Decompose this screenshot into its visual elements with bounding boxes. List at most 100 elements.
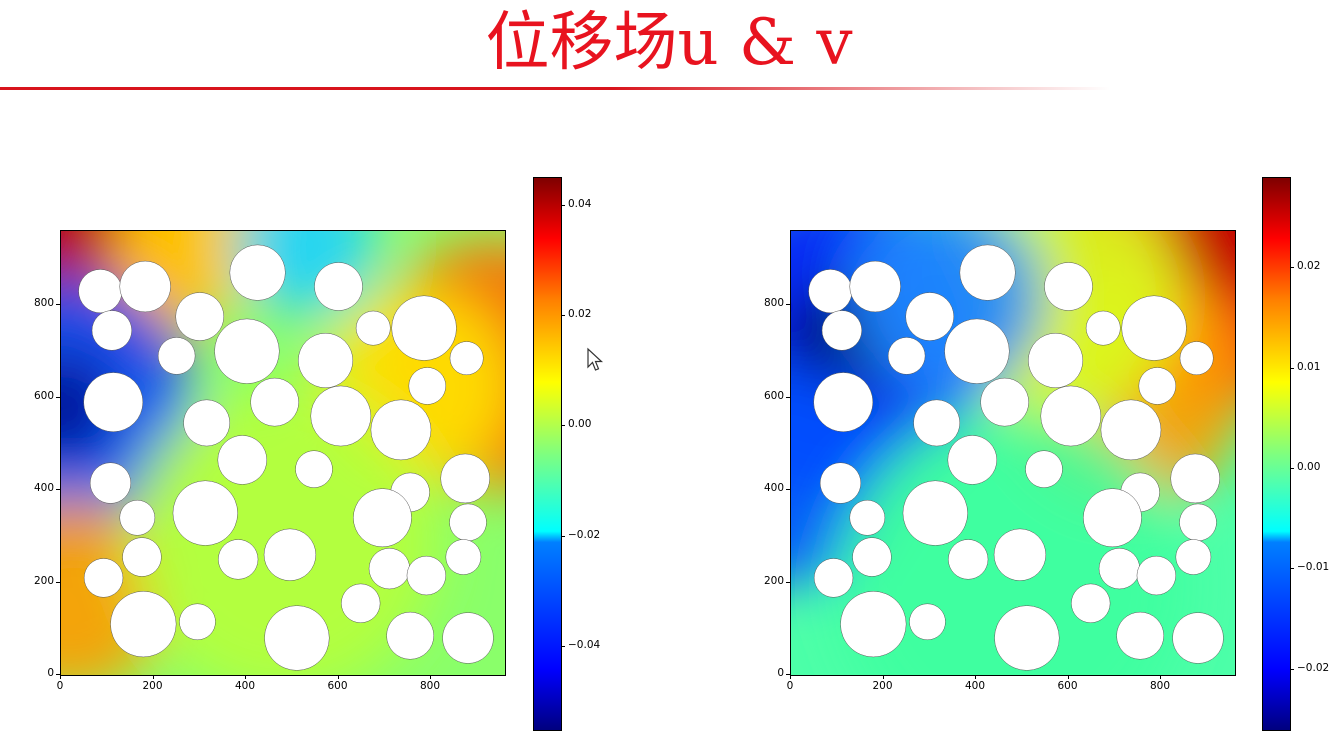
y-tick-label: 0 bbox=[777, 667, 784, 679]
y-tick-mark bbox=[56, 396, 60, 398]
inclusion-hole bbox=[214, 318, 280, 384]
x-tick-mark bbox=[1067, 675, 1069, 679]
inclusion-hole bbox=[821, 310, 863, 351]
inclusion-hole bbox=[1071, 583, 1111, 623]
inclusion-hole bbox=[1170, 453, 1220, 504]
inclusion-hole bbox=[1025, 450, 1063, 488]
inclusion-hole bbox=[1175, 539, 1212, 575]
inclusion-hole bbox=[91, 310, 133, 351]
inclusion-hole bbox=[183, 399, 231, 447]
y-tick-label: 0 bbox=[47, 667, 54, 679]
inclusion-hole bbox=[353, 488, 412, 548]
inclusion-hole bbox=[1098, 548, 1140, 590]
colorbar-tick-mark bbox=[1290, 568, 1294, 570]
colorbar-tick-label: −0.01 bbox=[1297, 561, 1330, 574]
inclusion-hole bbox=[1100, 399, 1162, 461]
inclusion-hole bbox=[1044, 262, 1093, 311]
inclusion-hole bbox=[947, 435, 998, 485]
inclusion-hole bbox=[909, 603, 946, 641]
x-tick-label: 200 bbox=[142, 680, 163, 692]
inclusion-hole bbox=[959, 244, 1016, 301]
inclusion-hole bbox=[355, 310, 391, 346]
v-heatmap-plot bbox=[790, 230, 1236, 676]
inclusion-hole bbox=[295, 450, 333, 488]
inclusion-hole bbox=[172, 480, 238, 546]
inclusion-hole bbox=[902, 480, 968, 546]
inclusion-hole bbox=[1179, 341, 1214, 376]
x-tick-label: 0 bbox=[56, 680, 64, 692]
colorbar-tick-label: −0.02 bbox=[568, 528, 601, 541]
colorbar-tick-mark bbox=[561, 425, 565, 427]
colorbar-tick-label: 0.00 bbox=[1297, 461, 1321, 474]
inclusion-hole bbox=[1083, 488, 1142, 548]
inclusion-hole bbox=[179, 603, 216, 641]
x-tick-mark bbox=[430, 675, 431, 679]
inclusion-hole bbox=[119, 499, 156, 536]
inclusion-hole bbox=[442, 612, 494, 664]
slide-title: 位移场u & v bbox=[485, 6, 853, 80]
inclusion-hole bbox=[408, 367, 447, 405]
colorbar-tick-label: −0.02 bbox=[1297, 661, 1330, 674]
colorbar-tick-mark bbox=[1290, 668, 1294, 670]
inclusion-hole bbox=[119, 260, 171, 313]
colorbar-tick-label: −0.04 bbox=[568, 639, 601, 652]
inclusion-hole bbox=[83, 558, 124, 598]
inclusion-hole bbox=[449, 341, 484, 376]
colorbar-tick-mark bbox=[561, 535, 565, 537]
inclusion-hole bbox=[1138, 367, 1177, 405]
y-tick-mark bbox=[786, 396, 790, 398]
y-tick-label: 600 bbox=[763, 389, 784, 402]
y-tick-label: 400 bbox=[33, 482, 54, 494]
y-tick-label: 200 bbox=[33, 574, 54, 587]
x-tick-label: 400 bbox=[964, 680, 986, 692]
x-tick-mark bbox=[337, 675, 339, 679]
x-tick-mark bbox=[1160, 675, 1161, 679]
y-tick-mark bbox=[56, 304, 60, 305]
y-tick-label: 400 bbox=[763, 482, 784, 494]
inclusion-hole bbox=[110, 591, 177, 658]
v-displacement-panel: 0 200 400 600 800 0 200 400 600 800 0.02 0.01 0.00 −0… bbox=[700, 150, 1338, 740]
inclusion-hole bbox=[944, 318, 1010, 384]
colorbar-tick-mark bbox=[561, 315, 565, 316]
inclusion-hole bbox=[440, 453, 490, 504]
x-tick-label: 800 bbox=[419, 680, 441, 692]
colorbar-tick-mark bbox=[561, 646, 565, 648]
inclusion-hole bbox=[449, 503, 487, 542]
x-tick-label: 800 bbox=[1149, 680, 1171, 692]
y-tick-mark bbox=[786, 304, 790, 305]
inclusion-hole bbox=[1085, 310, 1121, 346]
inclusion-hole bbox=[386, 611, 435, 660]
inclusion-hole bbox=[887, 337, 926, 375]
colorbar-tick-label: 0.04 bbox=[568, 197, 592, 210]
colorbar-tick-label: 0.01 bbox=[1297, 360, 1321, 373]
colorbar-tick-mark bbox=[1290, 267, 1294, 269]
y-tick-label: 600 bbox=[33, 389, 54, 402]
inclusion-hole bbox=[813, 372, 874, 432]
x-tick-label: 0 bbox=[786, 680, 794, 692]
colorbar-tick-mark bbox=[1290, 367, 1294, 369]
y-tick-label: 800 bbox=[33, 297, 54, 309]
y-tick-mark bbox=[56, 581, 60, 583]
inclusion-hole bbox=[813, 558, 854, 598]
u-colorbar bbox=[533, 177, 562, 731]
inclusion-hole bbox=[852, 537, 892, 577]
v-field-region-1 bbox=[1168, 231, 1235, 298]
title-underline bbox=[0, 87, 1110, 90]
y-tick-mark bbox=[786, 581, 790, 583]
y-tick-mark bbox=[56, 674, 60, 675]
inclusion-hole bbox=[83, 372, 144, 432]
x-tick-mark bbox=[882, 675, 884, 679]
inclusion-hole bbox=[298, 332, 354, 389]
x-tick-mark bbox=[152, 675, 154, 679]
y-tick-mark bbox=[56, 489, 60, 490]
inclusion-hole bbox=[808, 269, 853, 314]
inclusion-hole bbox=[370, 399, 432, 461]
inclusion-hole bbox=[391, 295, 457, 361]
inclusion-hole bbox=[157, 337, 196, 375]
inclusion-hole bbox=[78, 269, 123, 314]
inclusion-hole bbox=[1136, 555, 1177, 596]
u-field-svg bbox=[61, 231, 505, 675]
u-heatmap-plot bbox=[60, 230, 506, 676]
inclusion-hole bbox=[1121, 295, 1187, 361]
inclusion-hole bbox=[980, 377, 1029, 427]
